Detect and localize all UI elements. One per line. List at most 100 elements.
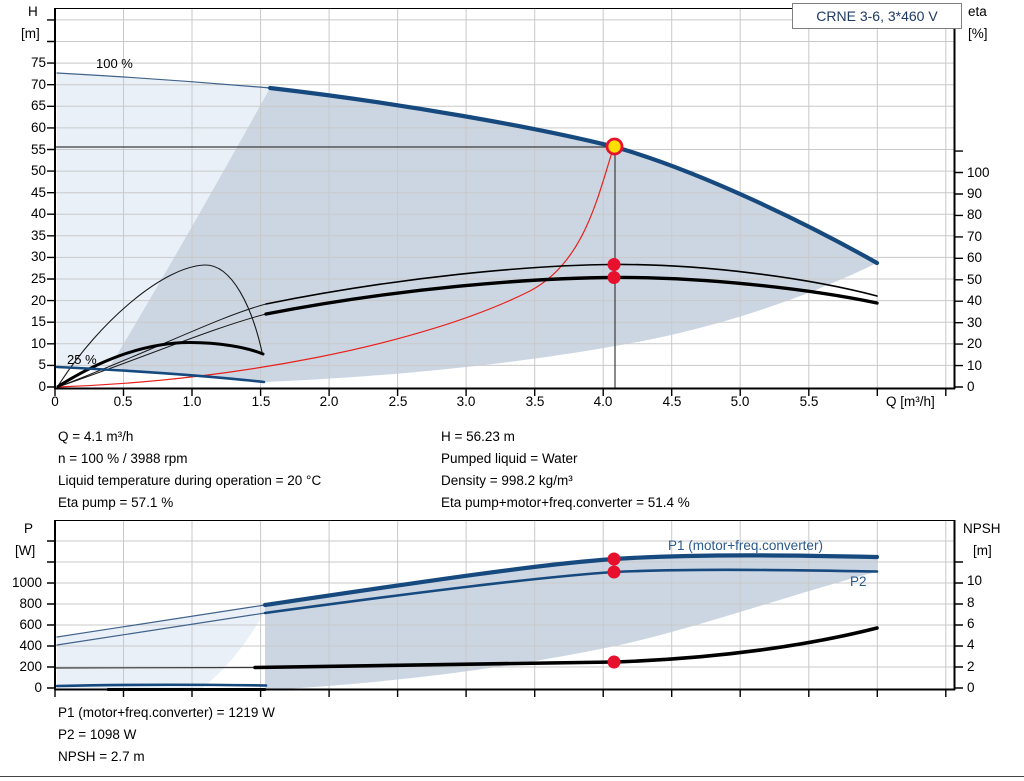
- h-tick: 70: [30, 77, 46, 92]
- top-grid: [55, 8, 955, 389]
- q-tick: 1.0: [182, 394, 202, 409]
- npsh-axis-unit: [m]: [973, 543, 992, 558]
- h-tick: 45: [30, 185, 46, 200]
- result-npsh: NPSH = 2.7 m: [58, 749, 145, 764]
- eta-tick: 60: [967, 250, 983, 265]
- pump-curve-100pct-thin: [56, 72, 271, 89]
- duty-results-right: H = 56.23 m Pumped liquid = Water Densit…: [441, 426, 690, 514]
- p-tick: 600: [19, 617, 42, 632]
- p-tick: 200: [19, 659, 42, 674]
- top-frame: [47, 8, 963, 396]
- eta-tick: 90: [967, 186, 983, 201]
- q-tick: 4.0: [593, 394, 613, 409]
- h-tick: 30: [30, 249, 46, 264]
- result-p2: P2 = 1098 W: [58, 727, 137, 742]
- duty-results-left: Q = 4.1 m³/h n = 100 % / 3988 rpm Liquid…: [58, 426, 321, 514]
- result-eta-pump: Eta pump = 57.1 %: [58, 495, 174, 510]
- eta-tick: 20: [967, 336, 983, 351]
- p-axis-unit: [W]: [15, 543, 36, 558]
- result-p1: P1 (motor+freq.converter) = 1219 W: [58, 705, 275, 720]
- p2-curve-thin: [56, 612, 266, 646]
- result-eta-total: Eta pump+motor+freq.converter = 51.4 %: [441, 495, 690, 510]
- eta-tick: 100: [967, 165, 990, 180]
- q-tick: 3.5: [525, 394, 545, 409]
- eta-tick: 10: [967, 358, 983, 373]
- npsh-tick: 4: [967, 637, 975, 652]
- eta-curve-25pct-pump: [57, 264, 263, 387]
- h-tick: 40: [30, 206, 46, 221]
- npsh-curve-thin: [54, 666, 256, 669]
- p2-marker: [607, 565, 621, 579]
- power-curve-25pct: [55, 683, 268, 688]
- q-axis-unit: Q [m³/h]: [886, 394, 935, 409]
- eta-axis-title: eta: [968, 4, 987, 19]
- q-tick: 2.5: [388, 394, 408, 409]
- p1-curve-thin: [56, 604, 266, 638]
- h-axis-unit: [m]: [21, 26, 40, 41]
- speed-25-label: 25 %: [67, 352, 97, 367]
- npsh-tick: 10: [967, 573, 983, 588]
- eta-axis-unit: [%]: [968, 26, 988, 41]
- h-tick: 15: [30, 314, 46, 329]
- npsh-tick: 0: [967, 680, 975, 695]
- eta-total-marker: [607, 271, 621, 284]
- result-q: Q = 4.1 m³/h: [58, 429, 134, 444]
- result-markers: [605, 137, 624, 669]
- eta-tick: 30: [967, 315, 983, 330]
- p1-curve-label: P1 (motor+freq.converter): [668, 538, 823, 553]
- pump-curve-25pct: [55, 365, 266, 384]
- p-tick: 400: [19, 638, 42, 653]
- npsh-tick: 6: [967, 616, 975, 631]
- result-n: n = 100 % / 3988 rpm: [58, 451, 188, 466]
- result-temp: Liquid temperature during operation = 20…: [58, 473, 322, 488]
- system-curve: [56, 145, 615, 388]
- q-tick: 4.5: [662, 394, 682, 409]
- eta-pump-marker: [607, 258, 621, 271]
- result-density: Density = 998.2 kg/m³: [441, 473, 573, 488]
- result-h: H = 56.23 m: [441, 429, 515, 444]
- h-tick: 60: [30, 120, 46, 135]
- q-tick: 1.5: [251, 394, 271, 409]
- h-tick: 20: [30, 293, 46, 308]
- npsh-axis-title: NPSH: [963, 521, 1001, 536]
- h-tick: 10: [30, 336, 46, 351]
- h-tick: 50: [30, 163, 46, 178]
- eta-tick: 0: [967, 379, 975, 394]
- h-tick: 65: [30, 98, 46, 113]
- h-tick: 75: [30, 55, 46, 70]
- eta-curve-25pct-total: [56, 341, 265, 388]
- h-tick: 0: [38, 379, 46, 394]
- p1-marker: [607, 552, 621, 566]
- power-envelope-light-region: [57, 605, 265, 690]
- p-tick: 1000: [11, 575, 42, 590]
- p-tick: 800: [19, 596, 42, 611]
- npsh-tick: 8: [967, 595, 975, 610]
- npsh-marker: [607, 655, 621, 669]
- h-tick: 25: [30, 271, 46, 286]
- result-liquid: Pumped liquid = Water: [441, 451, 578, 466]
- q-tick: 0.5: [113, 394, 133, 409]
- h-tick: 55: [30, 142, 46, 157]
- h-tick: 35: [30, 228, 46, 243]
- npsh-tick: 2: [967, 659, 975, 674]
- q-tick: 2.0: [319, 394, 339, 409]
- p-tick: 0: [34, 680, 42, 695]
- p2-curve-label: P2: [850, 574, 867, 589]
- q-tick: 3.0: [456, 394, 476, 409]
- bottom-frame: [47, 520, 963, 697]
- q-tick: 5.5: [799, 394, 819, 409]
- eta-tick: 40: [967, 293, 983, 308]
- p-axis-title: P: [24, 521, 34, 536]
- h-axis-title: H: [28, 4, 38, 19]
- eta-tick: 50: [967, 272, 983, 287]
- eta-tick: 70: [967, 229, 983, 244]
- pump-name-box: CRNE 3-6, 3*460 V: [792, 3, 962, 29]
- q-tick: 0: [51, 394, 59, 409]
- speed-100-label: 100 %: [96, 56, 133, 71]
- power-results: P1 (motor+freq.converter) = 1219 W P2 = …: [58, 702, 275, 768]
- power-envelope-region: [265, 555, 877, 690]
- eta-tick: 80: [967, 207, 983, 222]
- duty-point-marker[interactable]: [605, 137, 624, 156]
